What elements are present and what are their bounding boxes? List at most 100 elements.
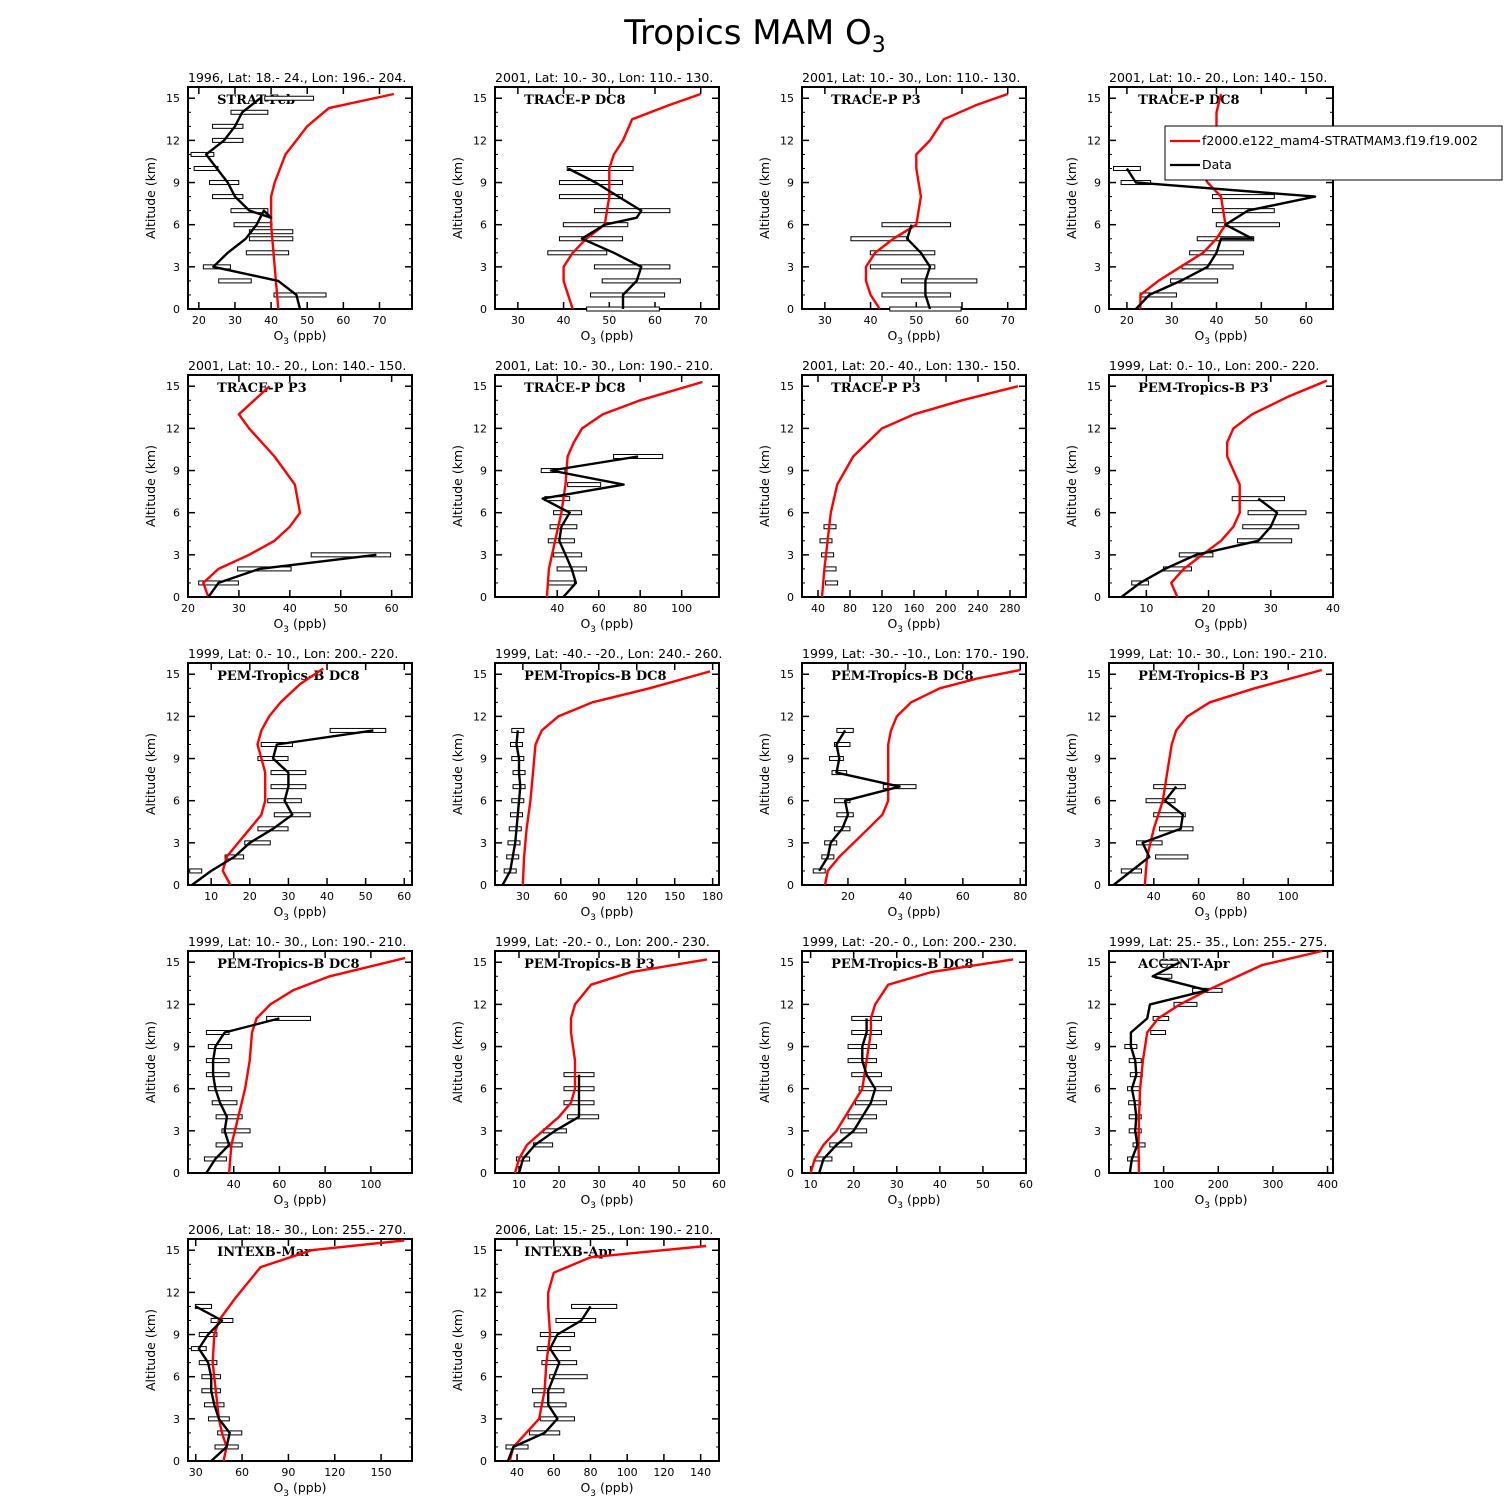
panel-10: 0 3 6 9 12 15 30 60 90 120 150 180 1999, Lat: -40.- …: [450, 646, 723, 923]
data-spread-bar: [590, 292, 666, 298]
x-tick-label: 40: [510, 1466, 524, 1479]
y-tick-label: 9: [480, 753, 487, 766]
panel-title: 1999, Lat: 0.- 10., Lon: 200.- 220.: [188, 646, 398, 661]
data-spread-bar: [208, 180, 240, 186]
x-tick-label: 60: [385, 602, 399, 615]
campaign-label: TRACE-P P3: [831, 381, 921, 396]
y-tick-label: 9: [173, 177, 180, 190]
y-tick-label: 0: [787, 1167, 794, 1180]
plot-frame: [494, 662, 720, 886]
data-spread-bar: [889, 306, 962, 312]
model-profile-line: [1169, 379, 1328, 598]
panel-title: 2001, Lat: 20.- 40., Lon: 130.- 150.: [802, 358, 1020, 373]
x-tick-label: 50: [909, 314, 923, 327]
x-tick-label: 60: [397, 890, 411, 903]
data-spread-bar: [212, 123, 244, 129]
campaign-label: INTEXB-Apr: [524, 1245, 614, 1260]
model-profile-line: [227, 956, 406, 1174]
data-profile-line: [205, 1017, 280, 1174]
x-tick-label: 40: [1147, 890, 1161, 903]
x-axis-label: O3 (ppb): [580, 1480, 633, 1499]
data-profile-line: [818, 729, 901, 872]
y-tick-label: 9: [173, 1329, 180, 1342]
panel-5: 0 3 6 9 12 15 20 30 40 50 60 2001, Lat: 10.- 20., L…: [143, 358, 413, 635]
y-tick-label: 3: [480, 1413, 487, 1426]
data-spread-bar: [273, 292, 327, 298]
data-spread-bar: [566, 1114, 600, 1120]
x-tick-label: 10: [1139, 602, 1153, 615]
data-profile-line: [506, 1305, 592, 1462]
y-tick-label: 9: [480, 465, 487, 478]
x-tick-label: 20: [181, 602, 195, 615]
y-tick-label: 3: [787, 549, 794, 562]
y-tick-label: 0: [480, 1455, 487, 1468]
model-profile-line: [1143, 668, 1323, 886]
data-spread-bar: [266, 1015, 312, 1021]
x-tick-label: 30: [232, 602, 246, 615]
data-spread-bar: [869, 264, 936, 270]
y-tick-label: 15: [166, 956, 180, 969]
y-tick-label: 9: [787, 177, 794, 190]
legend-box: [1164, 125, 1503, 181]
y-tick-label: 3: [173, 837, 180, 850]
y-tick-label: 12: [1087, 998, 1101, 1011]
figure-title: Tropics MAM O3: [623, 13, 886, 58]
panel-3: 0 3 6 9 12 15 30 40 50 60 70 2001, Lat: 10.- 30., L…: [757, 70, 1027, 347]
y-axis-label: Altitude (km): [143, 1021, 158, 1103]
y-tick-label: 12: [780, 710, 794, 723]
x-tick-label: 30: [511, 314, 525, 327]
x-axis-label: O3 (ppb): [580, 1192, 633, 1211]
data-spread-bar: [1150, 1029, 1167, 1035]
x-tick-label: 60: [1299, 314, 1313, 327]
legend-model-label: f2000.e122_mam4-STRATMAM3.f19.f19.002: [1202, 133, 1478, 148]
data-spread-bar: [310, 552, 392, 558]
y-tick-label: 0: [480, 303, 487, 316]
x-axis-label: O3 (ppb): [1194, 1192, 1247, 1211]
y-tick-label: 3: [1094, 1125, 1101, 1138]
x-tick-label: 60: [956, 890, 970, 903]
y-tick-label: 0: [173, 1455, 180, 1468]
panel-title: 2006, Lat: 15.- 25., Lon: 190.- 210.: [495, 1222, 713, 1237]
y-tick-label: 12: [166, 422, 180, 435]
y-tick-label: 12: [780, 998, 794, 1011]
panel-title: 2001, Lat: 10.- 30., Lon: 110.- 130.: [495, 70, 713, 85]
x-tick-label: 60: [648, 314, 662, 327]
data-spread-bar: [218, 278, 252, 284]
data-profile-line: [195, 1305, 231, 1462]
campaign-label: PEM-Tropics-B DC8: [831, 957, 973, 972]
data-spread-bar: [212, 137, 244, 143]
x-tick-label: 40: [933, 1178, 947, 1191]
panel-13: 0 3 6 9 12 15 40 60 80 100 1999, Lat: 10.- 30., Lo…: [143, 934, 413, 1211]
panel-15: 0 3 6 9 12 15 10 20 30 40 50 60 1999, Lat: -20.- 0.,…: [757, 934, 1033, 1211]
x-tick-label: 200: [936, 602, 957, 615]
y-tick-label: 9: [480, 1041, 487, 1054]
x-tick-label: 40: [898, 890, 912, 903]
y-tick-label: 6: [480, 795, 487, 808]
y-tick-label: 3: [480, 549, 487, 562]
panel-title: 1999, Lat: -40.- -20., Lon: 240.- 260.: [495, 646, 722, 661]
data-spread-bar: [532, 1142, 554, 1148]
x-tick-label: 200: [1208, 1178, 1229, 1191]
y-tick-label: 15: [473, 380, 487, 393]
x-tick-label: 10: [804, 1178, 818, 1191]
plot-frame: [801, 374, 1027, 598]
panel-9: 0 3 6 9 12 15 10 20 30 40 50 60 1999, Lat: 0.- 10., …: [143, 646, 413, 923]
campaign-label: TRACE-P DC8: [524, 381, 625, 396]
x-tick-label: 50: [1254, 314, 1268, 327]
y-tick-label: 3: [480, 261, 487, 274]
y-tick-label: 6: [1094, 507, 1101, 520]
data-spread-bar: [233, 222, 273, 228]
x-axis-label: O3 (ppb): [1194, 904, 1247, 923]
y-axis-label: Altitude (km): [143, 157, 158, 239]
model-profile-line: [269, 92, 395, 310]
x-tick-label: 60: [547, 1466, 561, 1479]
data-spread-bar: [836, 812, 854, 818]
x-tick-label: 40: [811, 602, 825, 615]
y-axis-label: Altitude (km): [450, 733, 465, 815]
y-tick-label: 12: [473, 710, 487, 723]
y-tick-label: 15: [166, 92, 180, 105]
y-tick-label: 0: [1094, 591, 1101, 604]
model-profile-line: [809, 958, 1014, 1174]
legend-data-label: Data: [1202, 157, 1232, 172]
x-tick-label: 30: [1264, 602, 1278, 615]
